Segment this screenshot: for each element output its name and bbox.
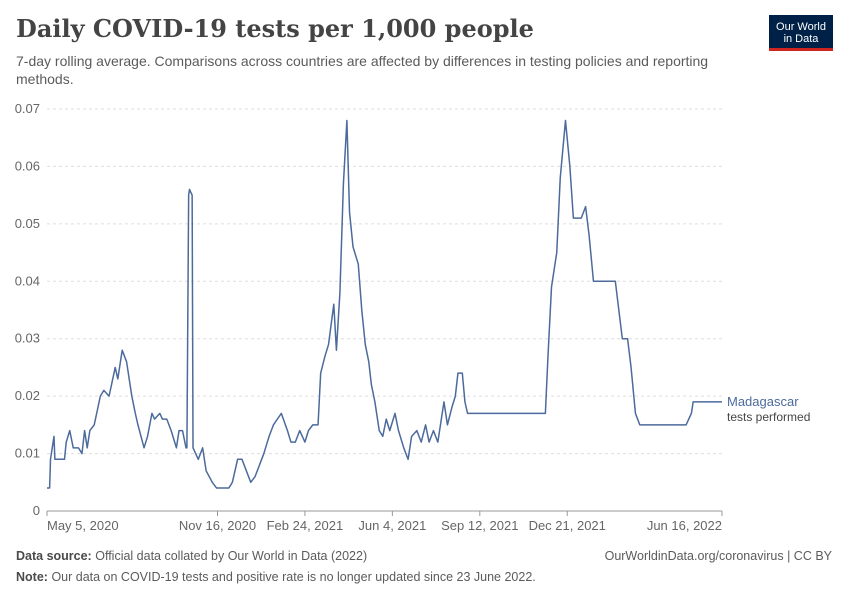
source-link[interactable]: OurWorldinData.org/coronavirus | CC BY [604, 549, 832, 563]
y-tick-label: 0 [33, 503, 40, 518]
chart-subtitle: 7-day rolling average. Comparisons acros… [16, 53, 709, 87]
grid-lines [47, 108, 722, 455]
x-axis: May 5, 2020 Nov 16, 2020 Feb 24, 2021 Jun 4… [46, 510, 723, 533]
note: Note: Our data on COVID-19 tests and pos… [16, 570, 536, 584]
note-text: Our data on COVID-19 tests and positive … [51, 570, 536, 584]
y-tick-label: 0.01 [15, 446, 40, 461]
logo-line-2: in Data [783, 32, 819, 45]
y-axis: 0 0.01 0.02 0.03 0.04 0.05 0.06 0.07 [15, 101, 40, 518]
y-tick-label: 0.07 [15, 101, 40, 116]
owid-logo[interactable]: Our World in Data [769, 15, 833, 51]
x-tick-label: Feb 24, 2021 [267, 518, 344, 533]
y-tick-label: 0.06 [15, 158, 40, 173]
series-label: Madagascar [727, 394, 799, 409]
x-tick-label: Jun 4, 2021 [358, 518, 426, 533]
logo-line-1: Our World [776, 20, 826, 33]
x-tick-label: Sep 12, 2021 [441, 518, 518, 533]
x-tick-label: Dec 21, 2021 [529, 518, 606, 533]
series-group [47, 119, 722, 489]
x-tick-label: May 5, 2020 [47, 518, 119, 533]
chart-title: Daily COVID-19 tests per 1,000 people [16, 14, 534, 43]
data-source-text: Official data collated by Our World in D… [95, 549, 368, 563]
y-tick-label: 0.04 [15, 273, 40, 288]
data-source-label: Data source: [16, 549, 92, 563]
x-tick-label: Nov 16, 2020 [179, 518, 256, 533]
series-line-madagascar [47, 119, 722, 489]
y-tick-label: 0.02 [15, 388, 40, 403]
data-source: Data source: Official data collated by O… [16, 549, 367, 563]
y-tick-label: 0.05 [15, 216, 40, 231]
note-label: Note: [16, 570, 48, 584]
series-sublabel: tests performed [727, 410, 810, 424]
y-tick-label: 0.03 [15, 331, 40, 346]
x-tick-label: Jun 16, 2022 [647, 518, 722, 533]
